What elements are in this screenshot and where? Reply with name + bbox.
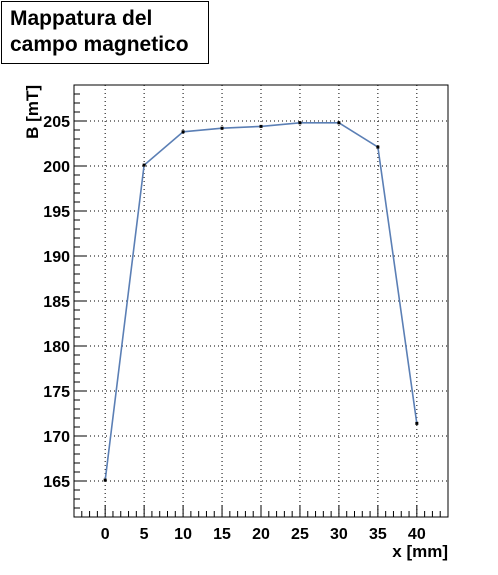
x-tick-label: 10: [174, 526, 192, 543]
y-tick-label: 185: [43, 294, 70, 311]
x-axis-title: x [mm]: [392, 542, 448, 561]
data-point: [103, 478, 107, 482]
x-tick-label: 5: [140, 526, 149, 543]
y-axis-title: B [mT]: [23, 85, 42, 139]
x-tick-label: 25: [291, 526, 309, 543]
y-tick-label: 205: [43, 114, 70, 131]
x-tick-label: 40: [408, 526, 426, 543]
x-tick-label: 20: [252, 526, 270, 543]
data-point: [337, 121, 341, 125]
x-tick-label: 30: [330, 526, 348, 543]
y-tick-label: 200: [43, 159, 70, 176]
axes: 0 5 10 15 20 25 30 35 40 165 170 175 180 185 190 195 200…: [43, 84, 449, 543]
data-point: [415, 421, 419, 425]
grid: [74, 85, 448, 517]
data-point: [259, 124, 263, 128]
data-point: [298, 121, 302, 125]
chart-title-line-1: Mappatura del: [10, 7, 153, 30]
data-point: [142, 163, 146, 167]
x-tick-label: 0: [101, 526, 110, 543]
x-tick-label: 15: [213, 526, 231, 543]
y-tick-label: 195: [43, 204, 70, 221]
y-tick-label: 180: [43, 339, 70, 356]
chart-title-box: Mappatura del campo magnetico: [1, 1, 209, 64]
chart-title-line-2: campo magnetico: [10, 33, 189, 56]
data-point: [220, 126, 224, 130]
y-tick-label: 170: [43, 429, 70, 446]
y-tick-label: 190: [43, 249, 70, 266]
y-tick-label: 165: [43, 474, 70, 491]
x-tick-label: 35: [369, 526, 387, 543]
y-tick-label: 175: [43, 384, 70, 401]
data-points: [103, 121, 419, 482]
data-point: [376, 145, 380, 149]
data-point: [181, 130, 185, 134]
